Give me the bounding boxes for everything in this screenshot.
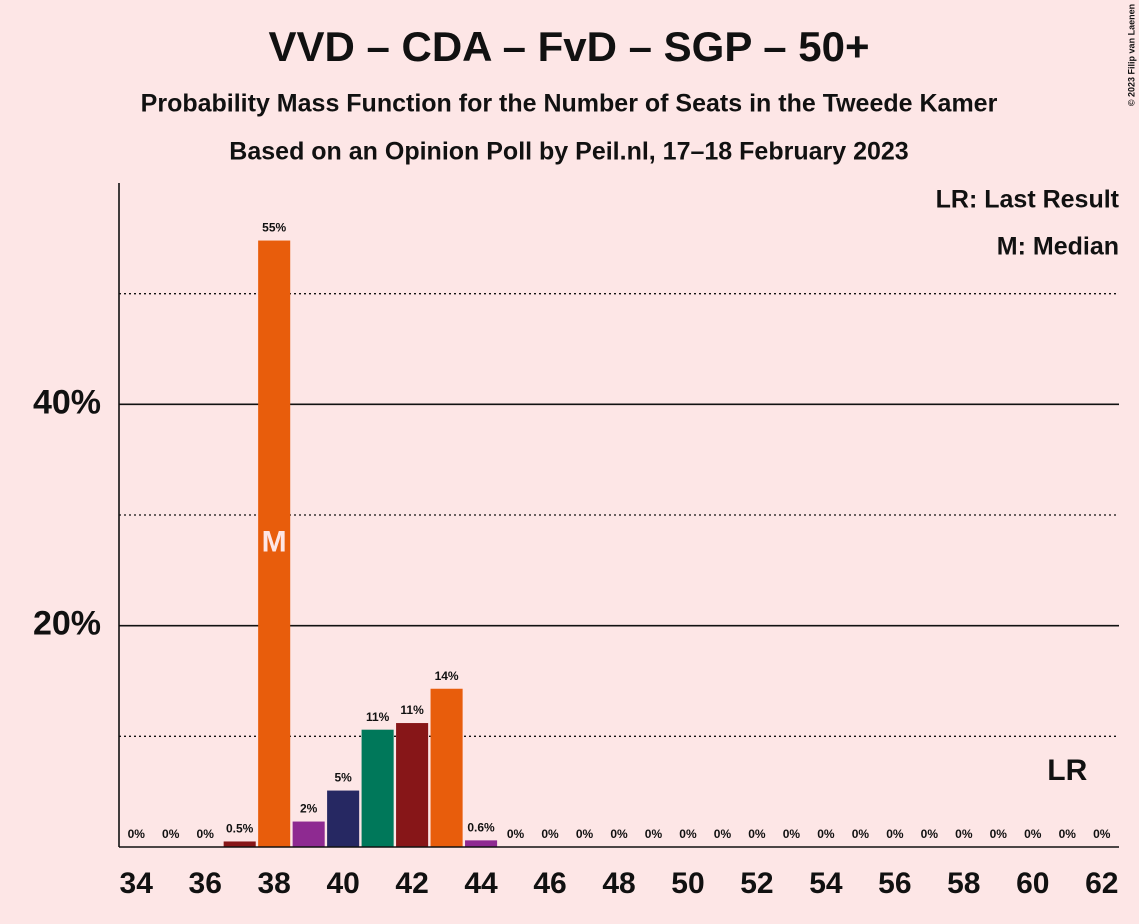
bar — [396, 723, 429, 847]
value-label: 0% — [783, 827, 801, 841]
bar — [430, 688, 463, 847]
value-label: 55% — [262, 221, 286, 235]
x-tick-label: 42 — [395, 867, 428, 900]
x-tick-label: 60 — [1016, 867, 1049, 900]
chart-subtitle: Probability Mass Function for the Number… — [141, 90, 998, 118]
x-tick-label: 34 — [120, 867, 154, 900]
bar — [258, 240, 291, 848]
value-label: 11% — [400, 703, 424, 717]
value-label: 0.5% — [226, 822, 254, 836]
value-label: 0% — [886, 827, 904, 841]
x-tick-label: 50 — [671, 867, 704, 900]
x-tick-label: 36 — [189, 867, 222, 900]
x-tick-label: 54 — [809, 867, 843, 900]
value-label: 0% — [852, 827, 870, 841]
value-label: 11% — [366, 710, 390, 724]
last-result-marker: LR — [1047, 754, 1087, 787]
value-label: 0% — [921, 827, 939, 841]
copyright: © 2023 Filip van Laenen — [1126, 4, 1136, 106]
value-label: 0% — [748, 827, 766, 841]
value-label: 0.6% — [467, 821, 495, 835]
chart-title: VVD – CDA – FvD – SGP – 50+ — [268, 23, 869, 70]
y-tick-label: 20% — [33, 605, 101, 643]
value-label: 0% — [507, 827, 525, 841]
x-tick-label: 38 — [257, 867, 290, 900]
median-marker: M — [262, 526, 287, 559]
value-label: 0% — [610, 827, 628, 841]
bar — [361, 729, 394, 847]
legend-entry: LR: Last Result — [936, 186, 1120, 214]
value-label: 0% — [197, 827, 215, 841]
x-tick-label: 46 — [533, 867, 566, 900]
value-label: 0% — [576, 827, 594, 841]
value-label: 0% — [541, 827, 559, 841]
value-label: 2% — [300, 802, 318, 816]
y-tick-label: 40% — [33, 383, 101, 421]
bar — [292, 821, 325, 847]
chart-subtitle: Based on an Opinion Poll by Peil.nl, 17–… — [229, 138, 908, 166]
x-tick-label: 40 — [326, 867, 359, 900]
bar — [465, 840, 498, 847]
x-tick-label: 62 — [1085, 867, 1118, 900]
value-label: 0% — [714, 827, 732, 841]
x-tick-label: 52 — [740, 867, 773, 900]
bar — [223, 841, 256, 847]
legend-entry: M: Median — [997, 233, 1119, 261]
value-label: 14% — [435, 669, 459, 683]
x-tick-label: 56 — [878, 867, 911, 900]
value-label: 5% — [334, 771, 352, 785]
bar — [327, 790, 360, 847]
value-label: 0% — [955, 827, 973, 841]
value-label: 0% — [128, 827, 146, 841]
value-label: 0% — [1024, 827, 1042, 841]
value-label: 0% — [1093, 827, 1111, 841]
value-label: 0% — [817, 827, 835, 841]
value-label: 0% — [1059, 827, 1077, 841]
x-tick-label: 44 — [464, 867, 498, 900]
value-label: 0% — [645, 827, 663, 841]
value-label: 0% — [679, 827, 697, 841]
value-label: 0% — [990, 827, 1008, 841]
value-label: 0% — [162, 827, 180, 841]
x-tick-label: 48 — [602, 867, 635, 900]
x-tick-label: 58 — [947, 867, 980, 900]
